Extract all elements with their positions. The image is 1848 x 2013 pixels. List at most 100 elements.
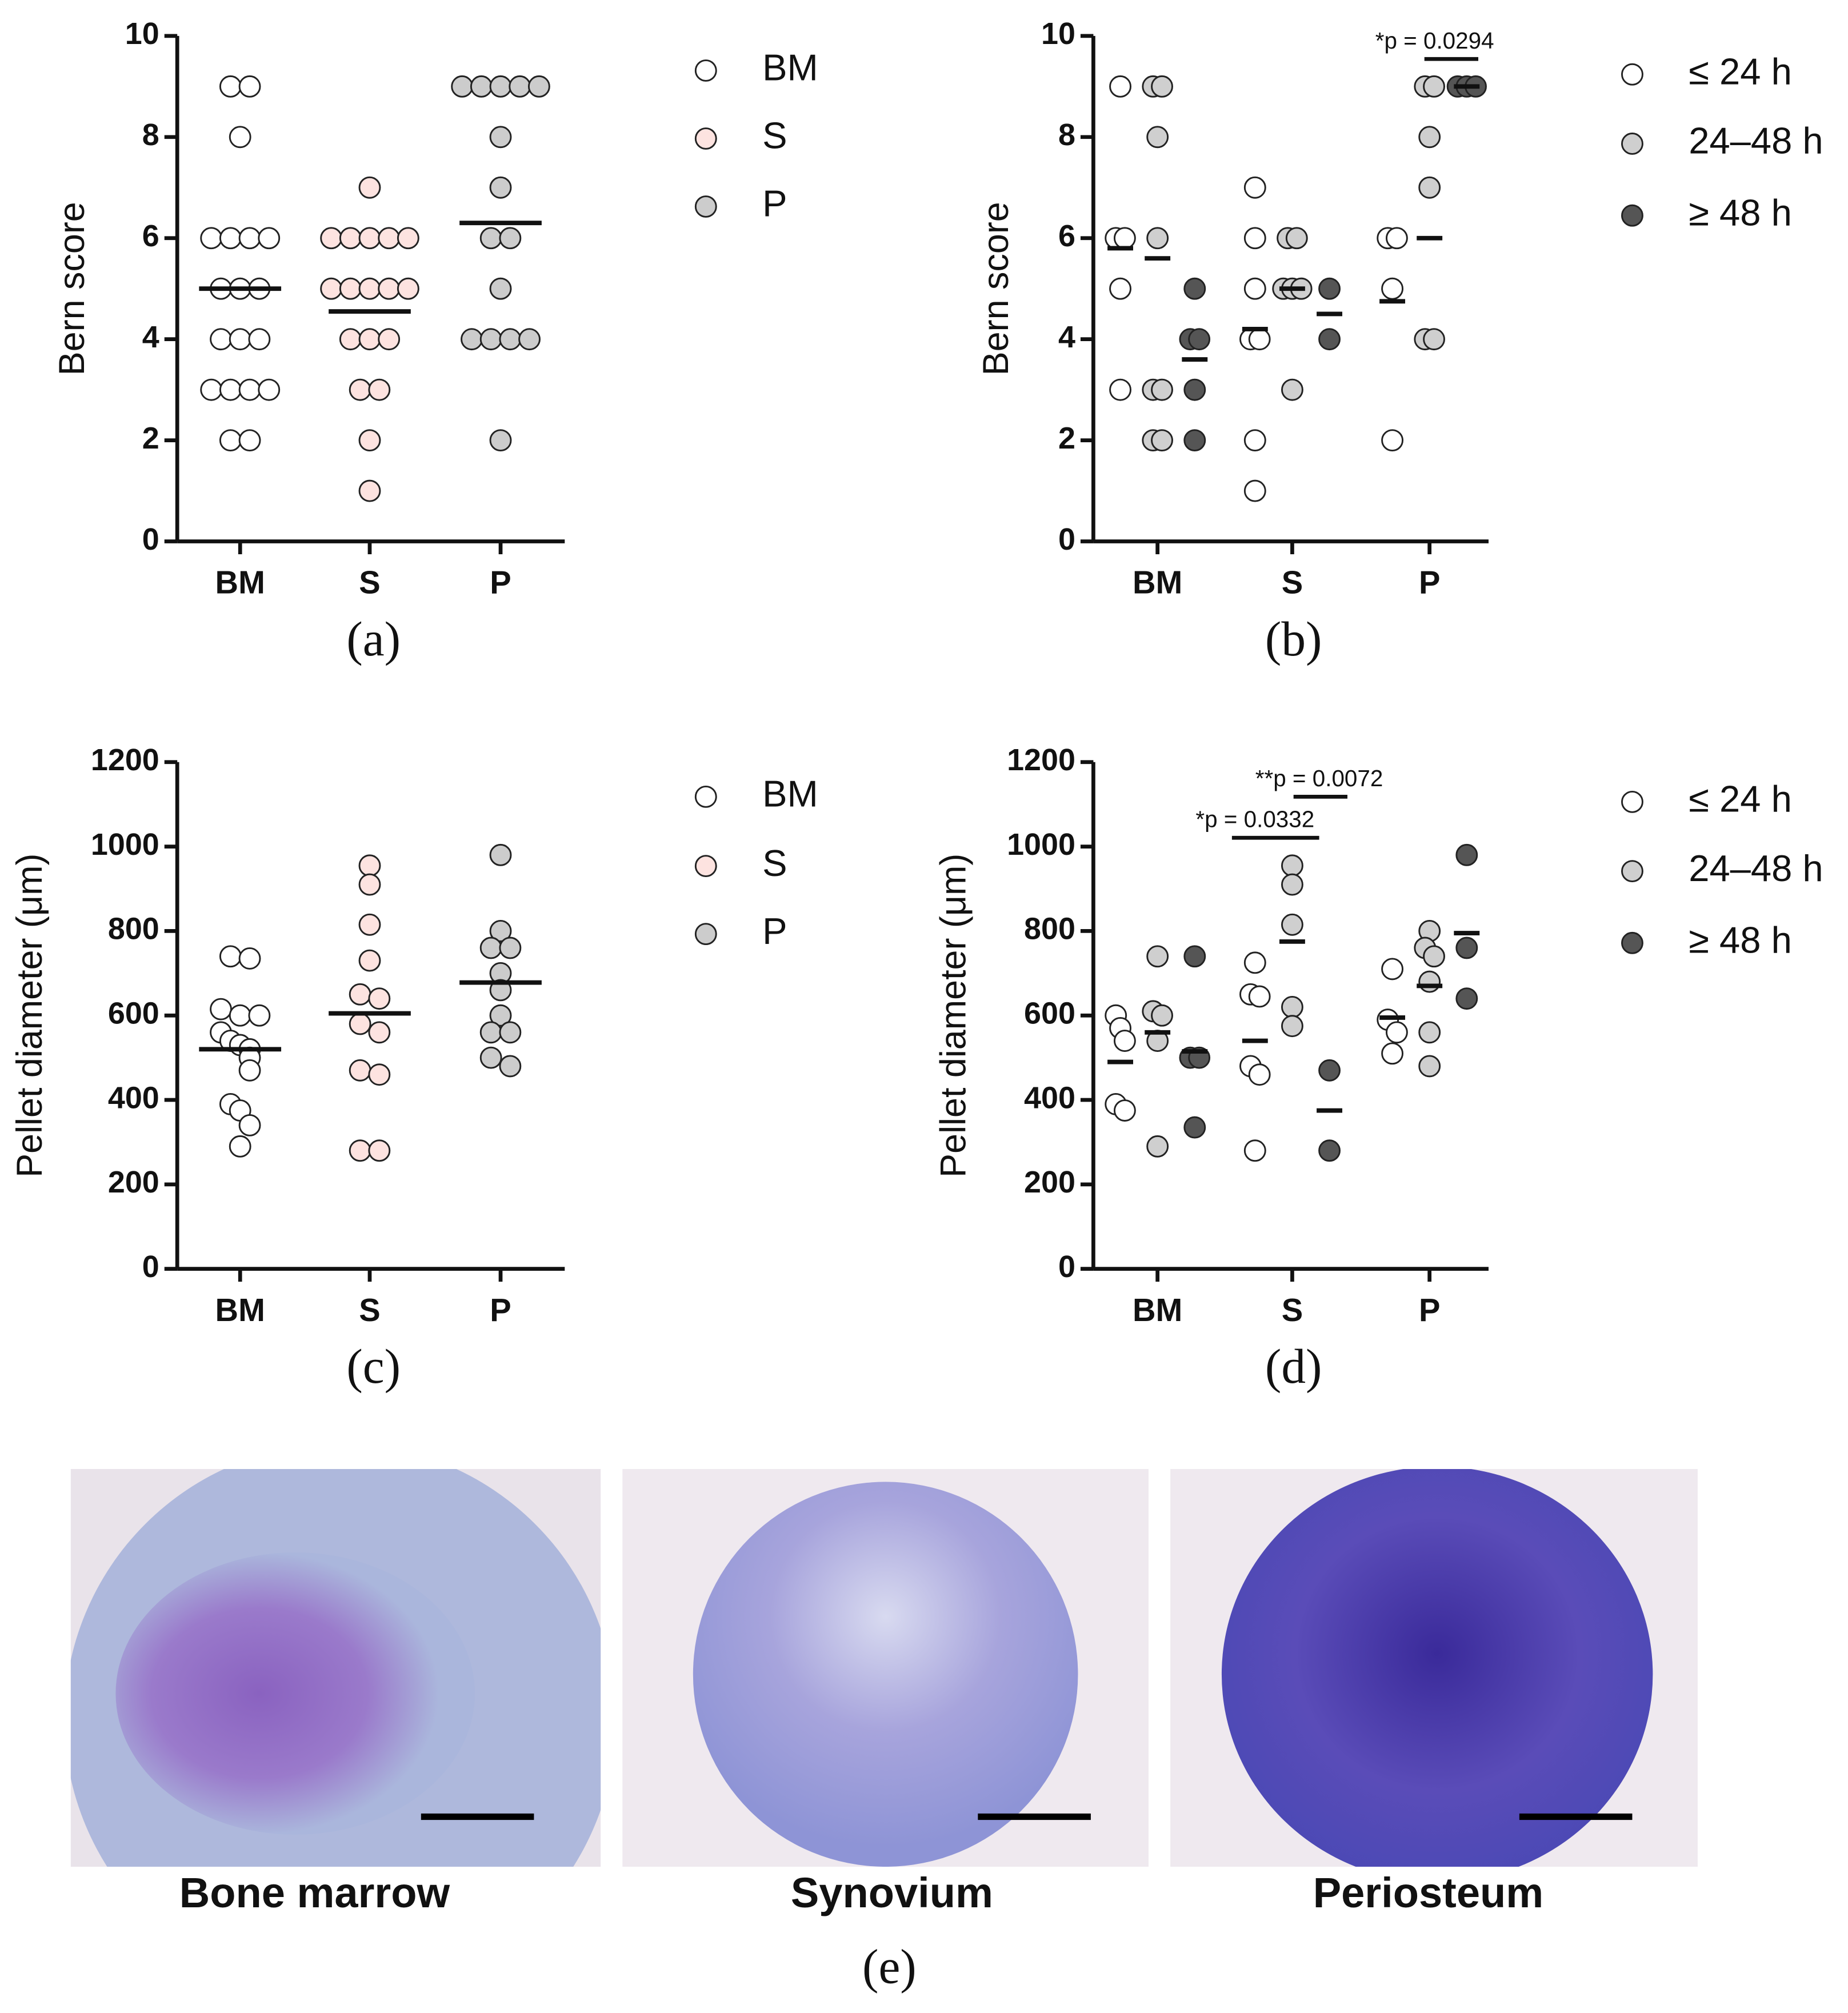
x-tick-label: P <box>1419 1292 1440 1328</box>
data-point <box>358 429 381 452</box>
y-tick-label: 10 <box>125 17 159 51</box>
data-point <box>1381 277 1403 300</box>
data-point <box>219 429 242 452</box>
significance-label: *p = 0.0294 <box>1375 27 1494 54</box>
legend-marker <box>694 127 717 150</box>
data-point <box>229 328 251 351</box>
data-point <box>1423 75 1445 98</box>
x-tick-label: P <box>490 565 511 601</box>
data-point <box>1418 1055 1441 1078</box>
data-point <box>1151 75 1173 98</box>
y-axis-label: Pellet diameter (μm) <box>10 854 50 1178</box>
data-point <box>527 75 550 98</box>
data-point <box>479 937 502 959</box>
data-point <box>368 1063 391 1086</box>
data-point <box>349 1012 371 1035</box>
data-point <box>200 227 223 250</box>
data-point <box>1418 970 1441 993</box>
legend-label: 24–48 h <box>1689 847 1823 889</box>
data-point <box>339 328 362 351</box>
data-point <box>1281 854 1303 877</box>
y-tick-label: 200 <box>108 1165 159 1199</box>
data-point <box>1281 913 1303 936</box>
y-tick-label: 0 <box>1058 522 1075 557</box>
y-axis-label: Bern score <box>52 202 92 375</box>
data-point <box>219 945 242 968</box>
data-point <box>489 429 512 452</box>
y-tick-label: 2 <box>1058 421 1075 455</box>
legend-marker <box>694 59 717 82</box>
data-point <box>451 75 474 98</box>
y-tick-label: 1000 <box>91 827 159 862</box>
data-point <box>1109 378 1131 401</box>
y-tick-label: 400 <box>1024 1080 1075 1115</box>
legend-marker <box>1621 133 1643 155</box>
legend-marker <box>694 195 717 218</box>
data-point <box>320 277 343 300</box>
data-point <box>489 843 512 866</box>
x-tick-label: BM <box>215 565 265 601</box>
panel-label: (d) <box>1265 1340 1322 1394</box>
data-point <box>489 1004 512 1027</box>
data-point <box>238 378 261 401</box>
data-point <box>358 328 381 351</box>
data-point <box>489 75 512 98</box>
significance-label: **p = 0.0072 <box>1255 765 1383 791</box>
y-tick-label: 8 <box>1058 118 1075 152</box>
data-point <box>1151 378 1173 401</box>
pellet-core <box>115 1552 475 1835</box>
data-point <box>368 987 391 1010</box>
data-point <box>1381 958 1403 981</box>
data-point <box>248 328 271 351</box>
data-point <box>1248 328 1271 351</box>
legend-label: BM <box>762 773 818 815</box>
data-point <box>1243 479 1266 502</box>
data-point <box>1183 277 1206 300</box>
data-point <box>358 277 381 300</box>
data-point <box>1146 945 1169 968</box>
legend-marker <box>694 855 717 878</box>
data-point <box>1318 277 1341 300</box>
data-point <box>1243 227 1266 250</box>
data-point <box>349 1139 371 1162</box>
legend-label: ≥ 48 h <box>1689 191 1792 233</box>
data-point <box>479 1021 502 1044</box>
data-point <box>1418 1021 1441 1044</box>
data-point <box>219 227 242 250</box>
data-point <box>1281 996 1303 1018</box>
y-tick-label: 1200 <box>91 743 159 777</box>
data-point <box>1146 1135 1169 1158</box>
pellet <box>693 1482 1078 1867</box>
x-tick-label: P <box>490 1292 511 1328</box>
data-point <box>1151 429 1173 452</box>
data-point <box>248 1004 271 1027</box>
data-point <box>1418 126 1441 149</box>
legend-label: 24–48 h <box>1689 120 1823 162</box>
legend-marker <box>1621 790 1643 813</box>
data-point <box>1243 1139 1266 1162</box>
data-point <box>489 176 512 199</box>
x-tick-label: S <box>1282 565 1303 601</box>
data-point <box>1418 176 1441 199</box>
x-tick-label: S <box>359 1292 380 1328</box>
data-point <box>1281 873 1303 896</box>
caption: Bone marrow <box>179 1869 450 1916</box>
data-point <box>358 176 381 199</box>
data-point <box>238 429 261 452</box>
data-point <box>358 227 381 250</box>
x-tick-label: S <box>1282 1292 1303 1328</box>
y-tick-label: 0 <box>1058 1250 1075 1284</box>
data-point <box>339 277 362 300</box>
data-point <box>358 854 381 877</box>
data-point <box>499 328 522 351</box>
data-point <box>229 1004 251 1027</box>
data-point <box>1381 1042 1403 1065</box>
data-point <box>358 479 381 502</box>
data-point <box>1146 126 1169 149</box>
y-tick-label: 4 <box>1058 320 1075 354</box>
data-point <box>210 998 232 1020</box>
data-point <box>1243 176 1266 199</box>
y-tick-label: 10 <box>1041 17 1075 51</box>
data-point <box>499 227 522 250</box>
